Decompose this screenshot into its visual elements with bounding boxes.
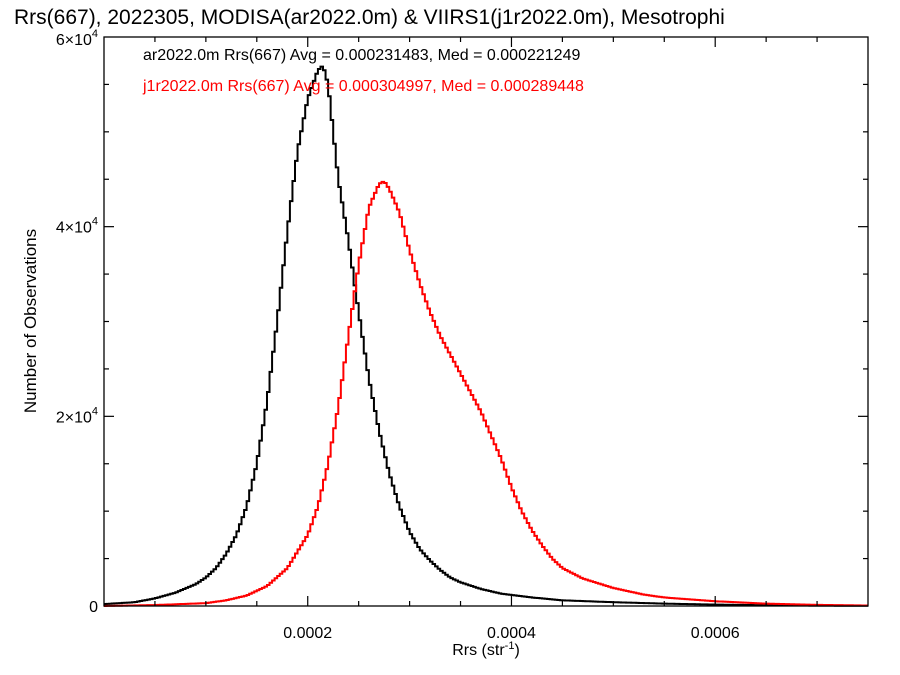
y-tick-label: 6×104 (56, 28, 98, 49)
x-axis: 0.0002 0.0004 0.0006 (154, 37, 818, 642)
x-axis-label: Rrs (str-1) (452, 640, 520, 659)
series-line-j1r2022.0m (104, 180, 868, 607)
y-axis: 0 2×104 4×104 6×104 (56, 28, 868, 616)
y-tick-label: 0 (89, 599, 98, 616)
x-tick-label: 0.0006 (691, 625, 740, 642)
x-tick-label: 0.0002 (283, 625, 332, 642)
series-line-ar2022.0m (104, 65, 868, 607)
y-tick-label: 4×104 (56, 216, 98, 237)
y-axis-label: Number of Observations (21, 229, 40, 413)
annotation-j1r: j1r2022.0m Rrs(667) Avg = 0.000304997, M… (142, 78, 584, 95)
y-tick-label: 2×104 (56, 405, 98, 426)
plot-series-group (104, 65, 868, 607)
annotation-ar: ar2022.0m Rrs(667) Avg = 0.000231483, Me… (143, 47, 580, 64)
x-tick-label: 0.0004 (487, 625, 536, 642)
chart-title: Rrs(667), 2022305, MODISA(ar2022.0m) & V… (14, 6, 725, 29)
